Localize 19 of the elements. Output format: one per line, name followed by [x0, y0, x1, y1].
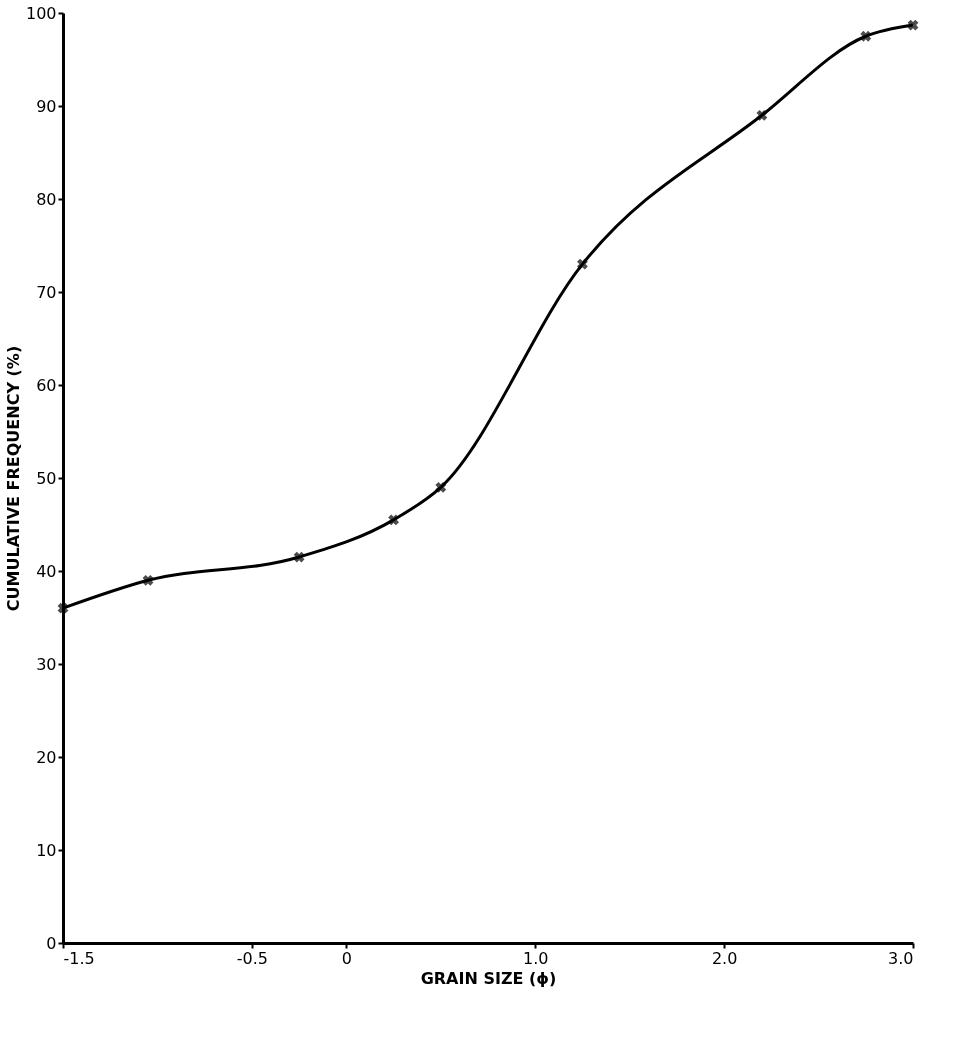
- x-tick-label: 2.0: [711, 948, 738, 968]
- x-tick-label: -0.5: [236, 948, 268, 968]
- x-tick-label: 1.0: [523, 948, 549, 968]
- y-tick-label: 100: [25, 3, 57, 23]
- y-tick-label: 10: [36, 840, 57, 860]
- y-axis-title: CUMULATIVE FREQUENCY (%): [3, 345, 23, 612]
- y-tick-label: 40: [36, 561, 57, 581]
- y-tick-label: 90: [36, 96, 57, 116]
- y-tick-label: 30: [36, 654, 57, 674]
- y-tick-label: 20: [36, 747, 57, 767]
- x-tick-label: 0: [341, 948, 352, 968]
- x-axis-title: GRAIN SIZE (ϕ): [420, 968, 557, 988]
- x-tick-label: 3.0: [888, 948, 914, 968]
- x-tick-label: -1.5: [63, 948, 95, 968]
- y-tick-label: 0: [46, 933, 57, 953]
- y-tick-label: 70: [36, 282, 57, 302]
- y-tick-label: 50: [36, 468, 57, 488]
- y-tick-label: 60: [36, 375, 57, 395]
- y-tick-label: 80: [36, 189, 57, 209]
